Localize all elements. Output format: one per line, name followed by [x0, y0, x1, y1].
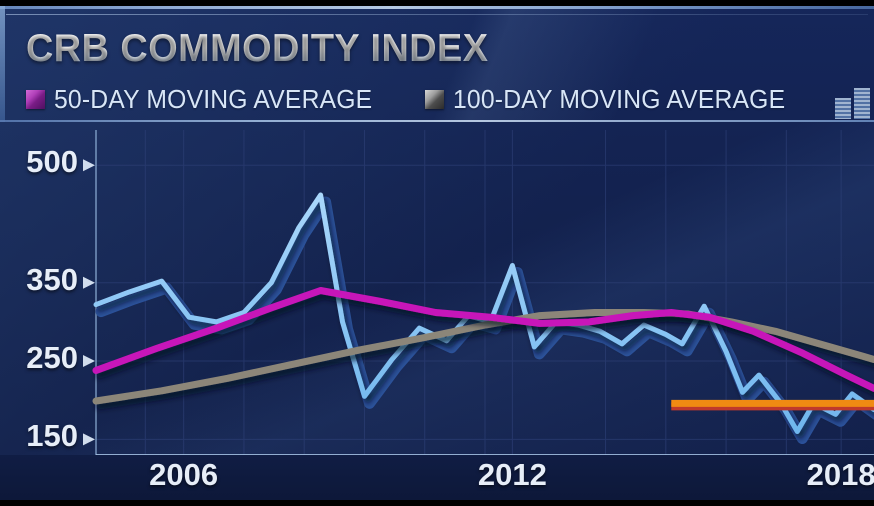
series-line-ma100 — [92, 309, 874, 405]
x-axis-tick-label: 2012 — [477, 457, 547, 492]
gray-square-icon — [425, 90, 445, 109]
letterbox-bottom — [0, 500, 874, 506]
legend-label-ma100: 100-DAY MOVING AVERAGE — [453, 84, 786, 114]
y-axis-tick-label: 250 — [26, 340, 78, 376]
chart-area: 500 350 250 150 — [0, 122, 874, 500]
x-axis-tick-label: 2018 — [806, 457, 874, 492]
deco-block-tall — [854, 88, 870, 119]
legend-item-ma100: 100-DAY MOVING AVERAGE — [425, 84, 803, 115]
series-layer — [92, 192, 874, 444]
series-line-crb-index — [93, 192, 874, 434]
x-axis-tick-label: 2006 — [149, 457, 219, 492]
decorative-bar-blocks-icon — [835, 88, 870, 119]
series-line-ma50 — [92, 287, 874, 392]
deco-block-short — [835, 98, 851, 119]
header-inner-line — [6, 14, 868, 15]
x-axis-labels: 2006 2012 2018 — [0, 455, 874, 500]
letterbox-top — [0, 0, 874, 6]
header-left-edge — [0, 6, 5, 122]
legend-item-ma50: 50-DAY MOVING AVERAGE — [26, 84, 389, 115]
chart-plot-svg — [0, 122, 874, 500]
y-axis-tick-label: 350 — [26, 261, 78, 297]
page-title: CRB COMMODITY INDEX — [26, 27, 489, 70]
legend-label-ma50: 50-DAY MOVING AVERAGE — [54, 84, 373, 114]
y-axis-ticks — [83, 159, 95, 446]
chart-legend: 50-DAY MOVING AVERAGE 100-DAY MOVING AVE… — [26, 84, 803, 115]
annotation-layer — [671, 399, 874, 411]
purple-square-icon — [26, 90, 45, 109]
y-axis-tick-label: 500 — [26, 144, 78, 180]
x-axis-band — [0, 455, 874, 500]
y-axis-tick-label: 150 — [26, 418, 78, 454]
chart-header-panel: CRB COMMODITY INDEX 50-DAY MOVING AVERAG… — [0, 6, 874, 122]
